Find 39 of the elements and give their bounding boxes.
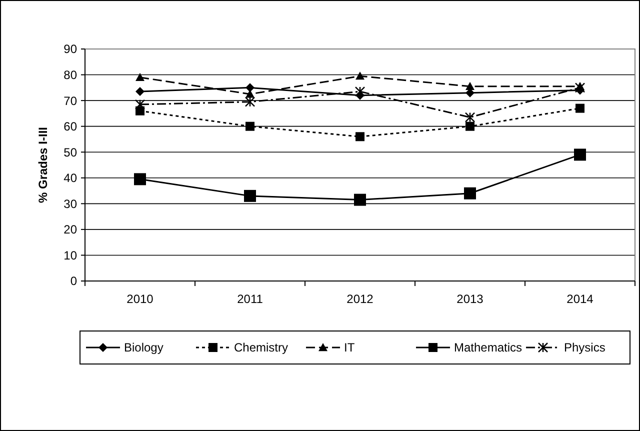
y-tick-label: 20 bbox=[64, 222, 78, 237]
legend-label: Chemistry bbox=[234, 340, 288, 355]
point bbox=[464, 112, 476, 122]
y-tick-label: 70 bbox=[64, 94, 78, 108]
y-tick-label: 0 bbox=[70, 274, 78, 288]
y-tick-label: 40 bbox=[64, 171, 78, 186]
legend-label: Mathematics bbox=[454, 340, 522, 355]
x-tick-label: 2010 bbox=[126, 292, 154, 306]
point bbox=[244, 96, 256, 107]
point bbox=[244, 190, 256, 202]
x-tick-label: 2012 bbox=[346, 292, 374, 306]
point bbox=[576, 104, 584, 113]
y-axis-title: % Grades I-III bbox=[36, 126, 50, 204]
y-tick-label: 30 bbox=[64, 196, 78, 211]
point bbox=[574, 148, 586, 161]
y-tick-label: 80 bbox=[64, 68, 78, 82]
point bbox=[354, 194, 366, 206]
y-tick-label: 60 bbox=[64, 120, 78, 134]
point bbox=[136, 87, 144, 96]
point bbox=[354, 86, 366, 97]
x-tick-label: 2013 bbox=[456, 292, 484, 306]
point bbox=[134, 173, 146, 186]
y-tick-label: 90 bbox=[64, 42, 78, 56]
y-tick-label: 10 bbox=[64, 248, 78, 262]
point bbox=[466, 122, 474, 131]
point bbox=[246, 122, 254, 131]
point bbox=[246, 83, 254, 92]
legend-label: Physics bbox=[564, 340, 606, 355]
point bbox=[356, 132, 364, 142]
point bbox=[134, 99, 146, 110]
x-tick-label: 2011 bbox=[237, 292, 264, 306]
point bbox=[136, 72, 144, 81]
x-tick-label: 2014 bbox=[566, 292, 594, 306]
legend-label: IT bbox=[344, 340, 356, 355]
y-tick-label: 50 bbox=[64, 145, 78, 160]
point bbox=[466, 82, 474, 90]
point bbox=[356, 72, 364, 80]
point bbox=[464, 187, 476, 200]
legend-label: Biology bbox=[124, 340, 164, 355]
